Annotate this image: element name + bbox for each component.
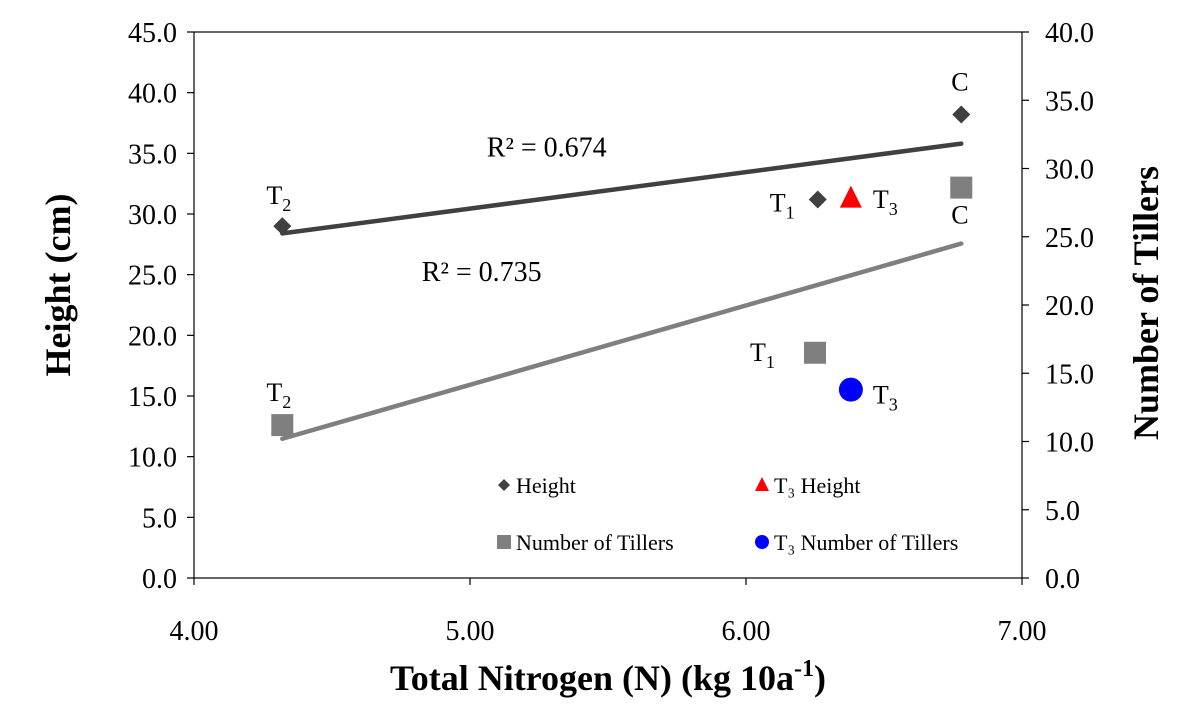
right-y-axis-ticks: 0.0 5.0 10.0 15.0 20.0 25.0 30.0 35.0 40.0 <box>1022 18 1094 595</box>
data-point-t-height <box>839 185 862 208</box>
left-y-tick-label: 30.0 <box>128 200 177 231</box>
data-point-height <box>273 217 292 236</box>
trendlines: R² = 0.674 R² = 0.735 <box>280 133 964 442</box>
data-point-number-of-tillers <box>271 414 294 437</box>
point-label-number-of-tillers: T1 <box>750 338 775 372</box>
point-label-t-number-of-tillers: T3 <box>873 381 898 415</box>
data-point-number-of-tillers <box>804 341 826 364</box>
left-y-tick-label: 35.0 <box>128 139 177 170</box>
trendline-height <box>280 141 964 236</box>
x-axis-title: Total Nitrogen (N) (kg 10a-1) <box>390 656 826 698</box>
left-y-tick-label: 45.0 <box>128 18 177 49</box>
legend-marker-t-height <box>755 476 769 491</box>
left-y-tick-label: 0.0 <box>142 564 177 595</box>
left-y-axis-title: Height (cm) <box>38 194 78 377</box>
legend-marker-t-number-of-tillers <box>755 535 769 549</box>
left-y-axis-ticks: 0.0 5.0 10.0 15.0 20.0 25.0 30.0 35.0 40.0 45.0 <box>128 18 194 595</box>
point-label-height: T2 <box>266 181 291 215</box>
right-y-tick-label: 25.0 <box>1045 223 1094 254</box>
plot-area <box>193 31 1023 579</box>
right-y-tick-label: 0.0 <box>1045 564 1080 595</box>
r2-label-number-of-tillers: R² = 0.735 <box>422 257 542 288</box>
x-axis-ticks: 4.00 5.00 6.00 7.00 <box>170 578 1047 647</box>
right-y-tick-label: 30.0 <box>1045 155 1094 186</box>
point-label-number-of-tillers: C <box>951 201 968 230</box>
legend-label-t-height: T₃ Height <box>774 473 861 498</box>
data-point-number-of-tillers <box>950 176 973 199</box>
legend: Height T₃ Height Number of Tillers T₃ Numbe… <box>497 473 958 555</box>
right-y-tick-label: 15.0 <box>1045 359 1094 390</box>
right-y-tick-label: 5.0 <box>1045 496 1080 527</box>
data-point-height <box>808 190 827 209</box>
right-y-tick-label: 20.0 <box>1045 291 1094 322</box>
x-tick-label: 7.00 <box>998 616 1047 647</box>
legend-marker-number-of-tillers <box>497 535 511 549</box>
left-y-tick-label: 25.0 <box>128 261 177 292</box>
point-label-t-height: T3 <box>873 185 898 219</box>
x-axis-title-superscript: -1 <box>794 656 814 682</box>
x-tick-label: 5.00 <box>446 616 495 647</box>
left-y-tick-label: 10.0 <box>128 443 177 474</box>
left-y-tick-label: 5.0 <box>142 503 177 534</box>
right-y-tick-label: 35.0 <box>1045 86 1094 117</box>
point-label-height: C <box>951 68 968 97</box>
legend-label-number-of-tillers: Number of Tillers <box>516 530 674 555</box>
legend-marker-height <box>498 479 510 491</box>
x-tick-label: 4.00 <box>170 616 219 647</box>
trendline-number-of-tillers <box>280 241 964 442</box>
right-y-tick-label: 10.0 <box>1045 428 1094 459</box>
r2-label-height: R² = 0.674 <box>487 133 607 164</box>
x-tick-label: 6.00 <box>722 616 771 647</box>
left-y-tick-label: 20.0 <box>128 321 177 352</box>
data-points <box>271 105 973 437</box>
right-y-axis-title: Number of Tillers <box>1126 166 1166 440</box>
point-label-height: T1 <box>770 188 795 222</box>
left-y-tick-label: 40.0 <box>128 79 177 110</box>
legend-label-height: Height <box>516 473 576 498</box>
legend-label-t-number-of-tillers: T₃ Number of Tillers <box>774 530 958 555</box>
data-point-t-number-of-tillers <box>838 377 863 402</box>
point-labels: T2 T1 C T3 T2 T1 C T3 <box>266 68 968 415</box>
left-y-tick-label: 15.0 <box>128 382 177 413</box>
right-y-tick-label: 40.0 <box>1045 18 1094 49</box>
data-point-height <box>952 105 971 124</box>
point-label-number-of-tillers: T2 <box>266 378 291 412</box>
